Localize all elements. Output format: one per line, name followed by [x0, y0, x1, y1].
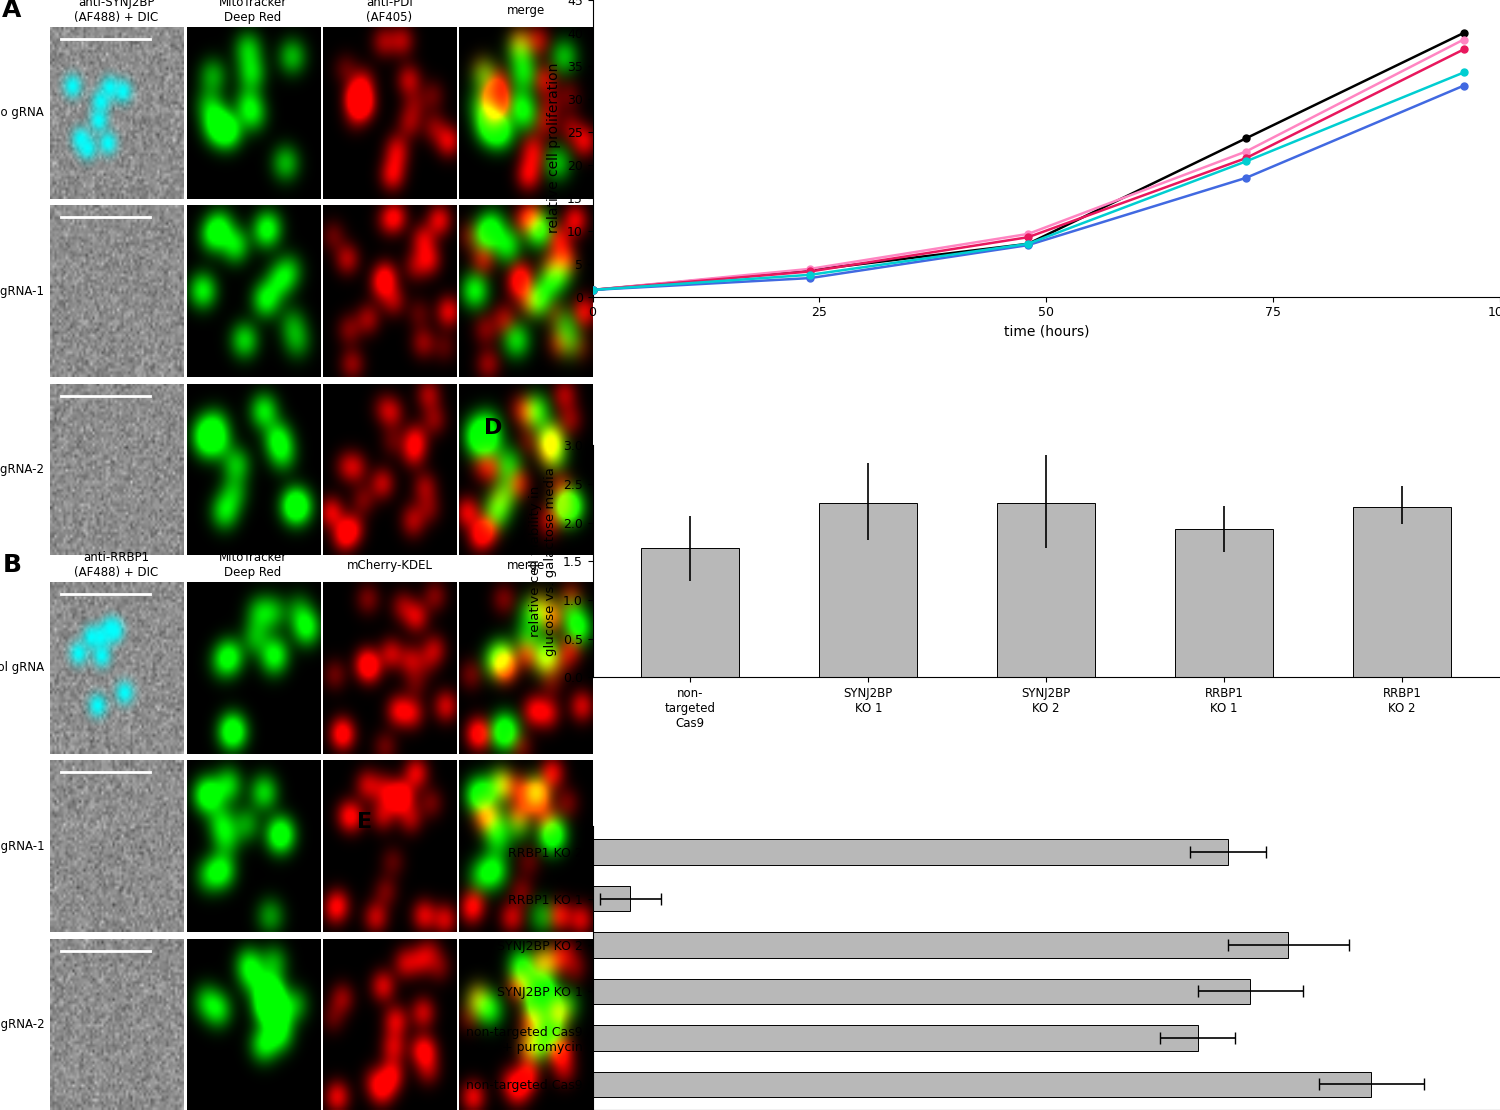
- Bar: [592, 979, 1251, 1005]
- Line: SYNJ2BP KO 2: SYNJ2BP KO 2: [590, 46, 1467, 293]
- Bar: [592, 932, 1288, 958]
- RRBP1 KO 2: [1238, 154, 1256, 168]
- Text: C: C: [501, 0, 518, 2]
- Y-axis label: relative cell viability in
glucose vs. galactose media: relative cell viability in glucose vs. g…: [530, 467, 556, 656]
- RRBP1 KO 2: [801, 269, 819, 282]
- Text: A: A: [3, 0, 21, 22]
- Line: RRBP1 KO 1: RRBP1 KO 1: [590, 82, 1467, 293]
- RRBP1 KO 2: [584, 283, 602, 296]
- RRBP1 KO 1: [1019, 239, 1036, 252]
- SYNJ2BP KO 1: [801, 262, 819, 275]
- RRBP1 KO 1: [1238, 171, 1256, 184]
- non-targeted Cas9: [1455, 27, 1473, 40]
- X-axis label: time (hours): time (hours): [1004, 325, 1089, 339]
- RRBP1 KO 2: [1019, 238, 1036, 251]
- SYNJ2BP KO 2: [1238, 151, 1256, 164]
- SYNJ2BP KO 1: [584, 283, 602, 296]
- Text: SYNJ2BP gRNA-1: SYNJ2BP gRNA-1: [0, 284, 44, 297]
- Bar: [1353, 507, 1450, 677]
- SYNJ2BP KO 1: [1019, 228, 1036, 241]
- non-targeted Cas9: [1019, 238, 1036, 251]
- Bar: [1176, 529, 1274, 677]
- Y-axis label: relative cell proliferation: relative cell proliferation: [548, 63, 561, 233]
- Bar: [819, 504, 916, 677]
- non-targeted Cas9: [1238, 132, 1256, 145]
- RRBP1 KO 2: [1455, 65, 1473, 79]
- SYNJ2BP KO 1: [1455, 33, 1473, 47]
- Bar: [592, 839, 1227, 865]
- Bar: [998, 504, 1095, 677]
- SYNJ2BP KO 2: [801, 265, 819, 279]
- Text: merge: merge: [507, 558, 544, 572]
- SYNJ2BP KO 2: [1019, 231, 1036, 244]
- Text: anti-SYNJ2BP
(AF488) + DIC: anti-SYNJ2BP (AF488) + DIC: [75, 0, 159, 24]
- Text: B: B: [3, 553, 21, 577]
- Text: anti-PDI
(AF405): anti-PDI (AF405): [366, 0, 413, 24]
- non-targeted Cas9: [584, 283, 602, 296]
- Text: MitoTracker
Deep Red: MitoTracker Deep Red: [219, 552, 286, 579]
- Line: SYNJ2BP KO 1: SYNJ2BP KO 1: [590, 36, 1467, 293]
- Text: RRBP1 gRNA-1: RRBP1 gRNA-1: [0, 839, 44, 852]
- Text: mCherry-KDEL: mCherry-KDEL: [346, 558, 432, 572]
- Bar: [642, 548, 740, 677]
- Text: RRBP1 gRNA-2: RRBP1 gRNA-2: [0, 1018, 44, 1031]
- Bar: [592, 1026, 1197, 1051]
- RRBP1 KO 1: [1455, 79, 1473, 92]
- Line: RRBP1 KO 2: RRBP1 KO 2: [590, 69, 1467, 293]
- Bar: [592, 886, 630, 911]
- Text: control gRNA: control gRNA: [0, 662, 44, 675]
- Text: no gRNA: no gRNA: [0, 107, 44, 120]
- SYNJ2BP KO 2: [584, 283, 602, 296]
- Bar: [592, 1071, 1371, 1097]
- Text: SYNJ2BP gRNA-2: SYNJ2BP gRNA-2: [0, 463, 44, 476]
- Text: merge: merge: [507, 3, 544, 17]
- Text: D: D: [483, 417, 502, 437]
- Text: E: E: [357, 813, 372, 832]
- RRBP1 KO 1: [584, 283, 602, 296]
- Line: non-targeted Cas9: non-targeted Cas9: [590, 30, 1467, 293]
- RRBP1 KO 1: [801, 272, 819, 285]
- non-targeted Cas9: [801, 263, 819, 276]
- SYNJ2BP KO 2: [1455, 43, 1473, 57]
- SYNJ2BP KO 1: [1238, 145, 1256, 159]
- Text: anti-RRBP1
(AF488) + DIC: anti-RRBP1 (AF488) + DIC: [75, 552, 159, 579]
- Text: MitoTracker
Deep Red: MitoTracker Deep Red: [219, 0, 286, 24]
